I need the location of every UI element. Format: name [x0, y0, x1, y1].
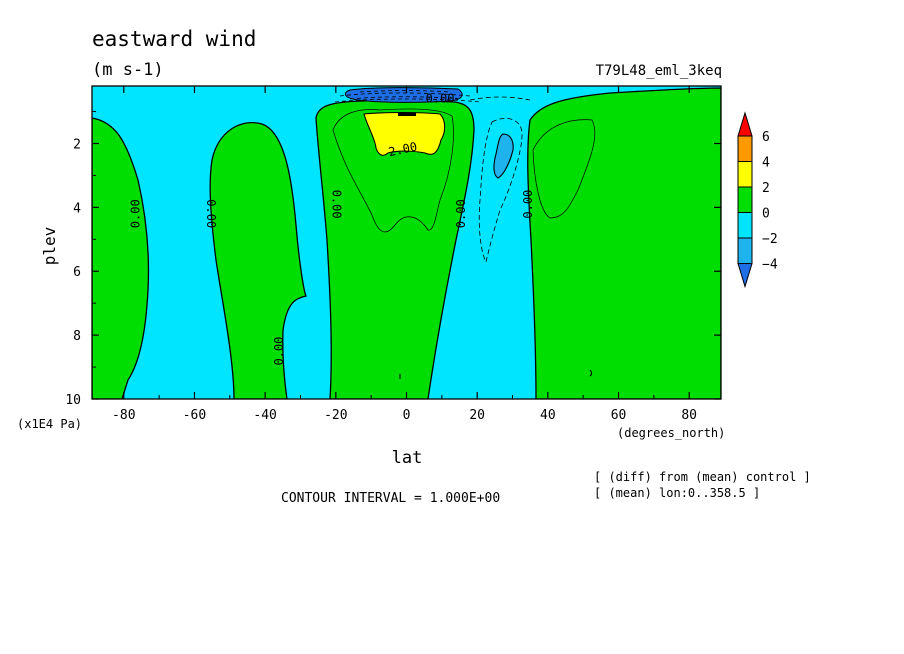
chart-title: eastward wind	[92, 27, 256, 51]
x-tick-label: 60	[611, 408, 627, 423]
contour-interval: CONTOUR INTERVAL = 1.000E+00	[281, 491, 500, 506]
colorbar: 6 4 2 0 −2 −4	[737, 111, 778, 289]
x-axis-label: lat	[392, 448, 423, 468]
y-tick-label: 6	[73, 265, 81, 280]
colorbar-label: 6	[762, 130, 770, 145]
y-tick-label: 2	[73, 137, 81, 152]
x-tick-label: 0	[403, 408, 411, 423]
colorbar-label: −4	[762, 258, 778, 273]
contour-label: 2.00	[387, 140, 418, 160]
contour-label: 0.00	[204, 199, 218, 228]
colorbar-label: 0	[762, 207, 770, 222]
top-contours	[334, 90, 481, 103]
run-label: T79L48_eml_3keq	[596, 63, 722, 79]
colorbar-segment	[737, 135, 753, 162]
x-axis-units: (degrees_north)	[617, 426, 725, 440]
note-mean: [ (mean) lon:0..358.5 ]	[594, 486, 760, 500]
colorbar-label: −2	[762, 232, 778, 247]
negative-cell-fill	[493, 133, 514, 179]
y-tick-label: 10	[65, 393, 81, 408]
x-ticks: -80 -60 -40 -20 0 20 40 60 80	[112, 86, 697, 423]
jet-core-fill	[363, 111, 446, 156]
positive-region-south-pole	[92, 117, 150, 399]
contour-label: 0.00	[521, 190, 535, 219]
contour-labels: 0.00 0.00 0.00 0.00 0.00 0.00 0.00 2.00	[129, 91, 535, 365]
y-ticks: 2 4 6 8 10	[65, 111, 721, 408]
colorbar-segment	[737, 212, 753, 239]
x-tick-label: 20	[469, 408, 485, 423]
colorbar-segment	[737, 237, 753, 264]
contour-label: 0.00	[329, 190, 343, 219]
y-axis-label: plev	[40, 227, 59, 266]
positive-region-north	[527, 87, 721, 399]
positive-region-south-midlat	[209, 122, 307, 399]
contour-label: 0.00	[426, 91, 455, 105]
colorbar-label: 4	[762, 156, 770, 171]
colorbar-segment	[737, 186, 753, 213]
colorbar-bottom-triangle	[737, 263, 753, 289]
negative-inner-contours	[469, 96, 531, 264]
x-tick-label: -60	[183, 408, 206, 423]
positive-inner-contours	[332, 108, 596, 233]
contour-field	[92, 86, 721, 399]
colorbar-top-triangle	[737, 111, 753, 137]
y-axis-units: (x1E4 Pa)	[17, 417, 82, 431]
note-diff: [ (diff) from (mean) control ]	[594, 470, 811, 484]
colorbar-segment	[737, 161, 753, 188]
y-tick-label: 8	[73, 329, 81, 344]
x-tick-label: 80	[681, 408, 697, 423]
jet-core-max	[398, 113, 416, 116]
chart-units: (m s-1)	[92, 60, 164, 80]
x-tick-label: -40	[253, 408, 276, 423]
contour-label: 0.00	[454, 199, 468, 228]
x-tick-label: -80	[112, 408, 135, 423]
x-tick-label: 40	[540, 408, 556, 423]
y-tick-label: 4	[73, 201, 81, 216]
contour-label: 0.00	[272, 337, 286, 366]
contour-label: 0.00	[129, 199, 143, 228]
tiny-mark-2	[589, 369, 592, 377]
x-tick-label: -20	[324, 408, 347, 423]
colorbar-label: 2	[762, 181, 770, 196]
